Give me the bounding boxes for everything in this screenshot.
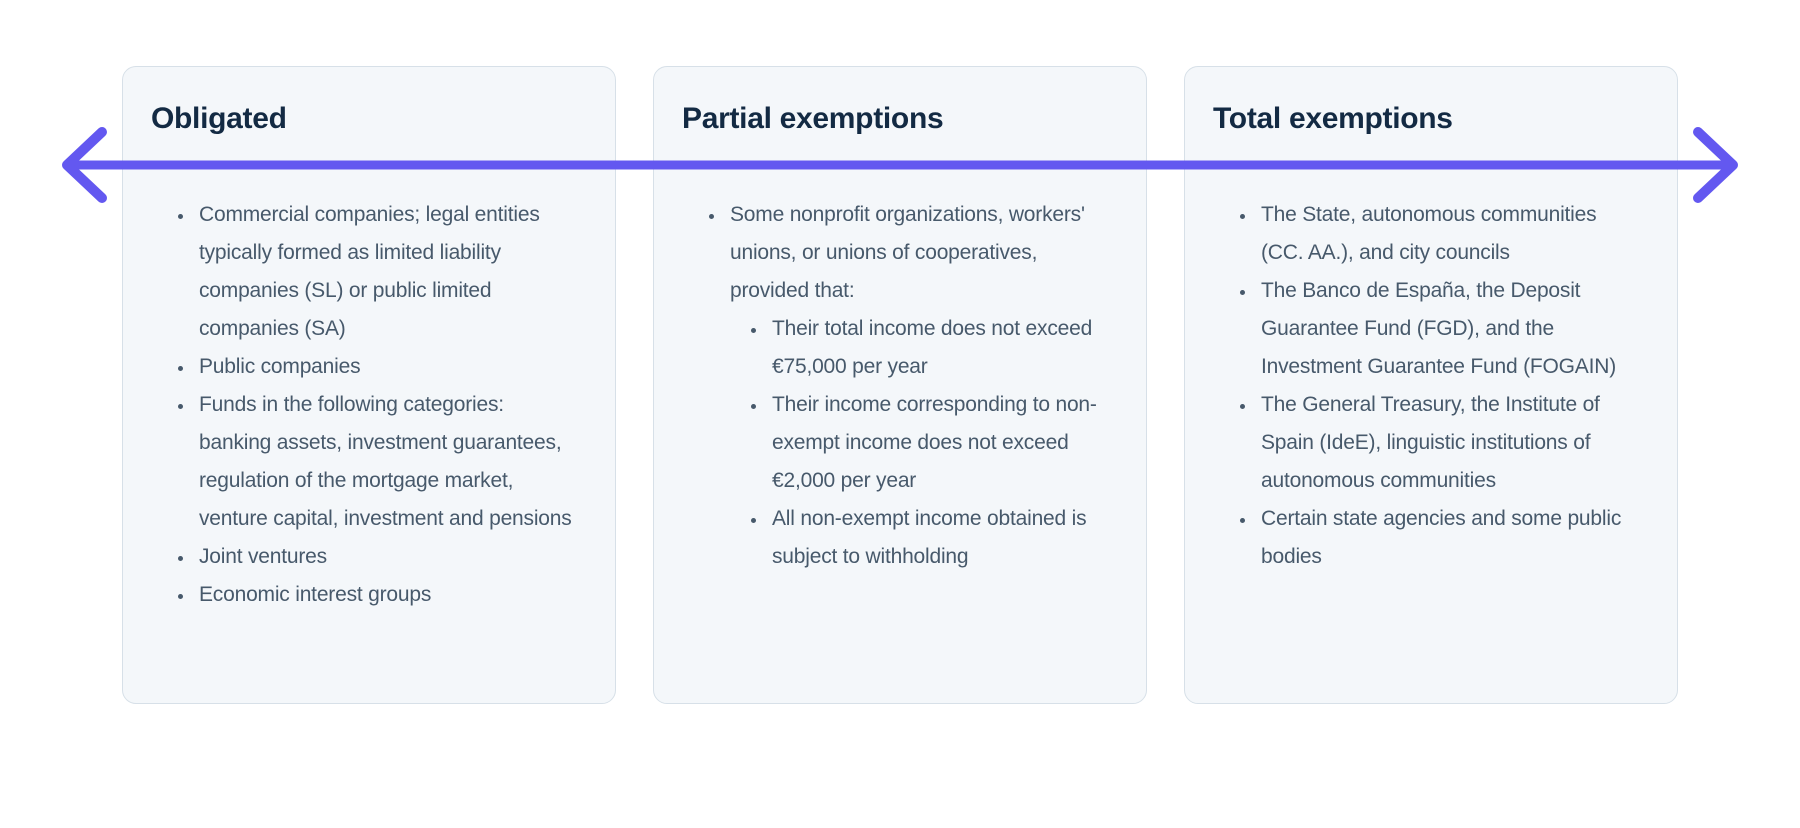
nested-list-item: Their income corresponding to non-exempt… bbox=[768, 386, 1108, 500]
arrow-left-head-icon bbox=[62, 127, 107, 203]
list-item: Economic interest groups bbox=[195, 576, 577, 614]
card-total-exemptions-body: The State, autonomous communities (CC. A… bbox=[1185, 166, 1677, 576]
card-partial-exemptions-title: Partial exemptions bbox=[682, 101, 944, 135]
card-partial-exemptions: Partial exemptions Some nonprofit organi… bbox=[653, 66, 1147, 704]
list-item: Certain state agencies and some public b… bbox=[1257, 500, 1639, 576]
list-item: The Banco de España, the Deposit Guarant… bbox=[1257, 272, 1639, 386]
list-item: Funds in the following categories: banki… bbox=[195, 386, 577, 538]
card-total-exemptions-title: Total exemptions bbox=[1213, 101, 1453, 135]
card-obligated: Obligated Commercial companies; legal en… bbox=[122, 66, 616, 704]
list-item: Commercial companies; legal entities typ… bbox=[195, 196, 577, 348]
list-item-text: Some nonprofit organizations, workers' u… bbox=[730, 203, 1085, 302]
bullet-list: The State, autonomous communities (CC. A… bbox=[1211, 196, 1639, 576]
list-item: The General Treasury, the Institute of S… bbox=[1257, 386, 1639, 500]
list-item: Some nonprofit organizations, workers' u… bbox=[726, 196, 1108, 576]
card-obligated-body: Commercial companies; legal entities typ… bbox=[123, 166, 615, 614]
list-item: Public companies bbox=[195, 348, 577, 386]
card-obligated-title: Obligated bbox=[151, 101, 287, 135]
list-item: The State, autonomous communities (CC. A… bbox=[1257, 196, 1639, 272]
list-item: Joint ventures bbox=[195, 538, 577, 576]
bullet-list: Some nonprofit organizations, workers' u… bbox=[680, 196, 1108, 576]
card-total-exemptions: Total exemptions The State, autonomous c… bbox=[1184, 66, 1678, 704]
arrow-right-head-icon bbox=[1693, 127, 1738, 203]
nested-list-item: All non-exempt income obtained is subjec… bbox=[768, 500, 1108, 576]
nested-list-item: Their total income does not exceed €75,0… bbox=[768, 310, 1108, 386]
card-partial-exemptions-body: Some nonprofit organizations, workers' u… bbox=[654, 166, 1146, 576]
nested-bullet-list: Their total income does not exceed €75,0… bbox=[730, 310, 1108, 576]
bullet-list: Commercial companies; legal entities typ… bbox=[149, 196, 577, 614]
